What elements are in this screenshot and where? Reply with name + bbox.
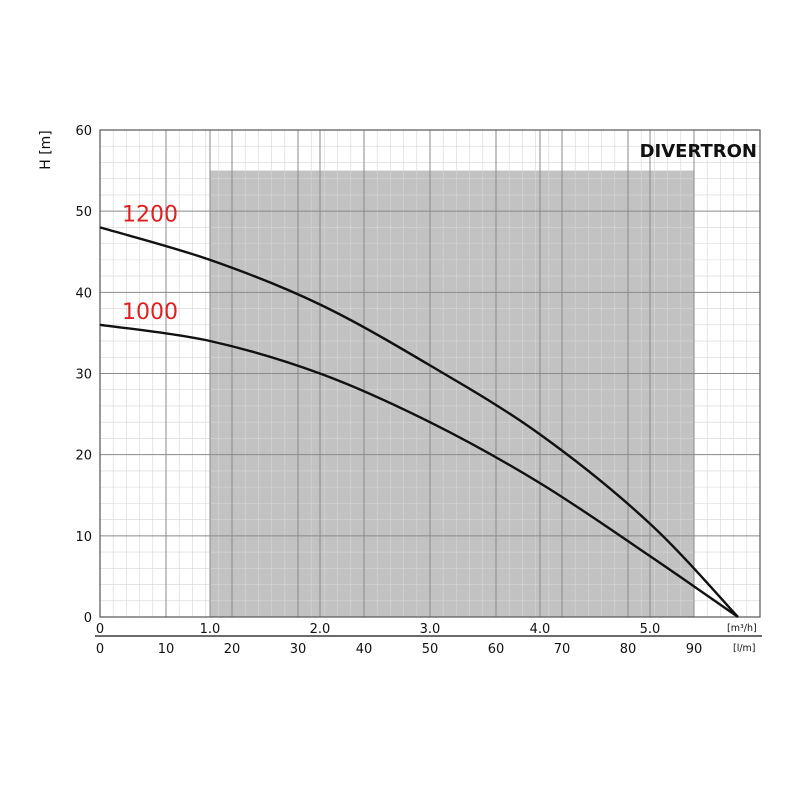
- series-label-1200: 1200: [122, 202, 178, 227]
- series-curves: [99, 226, 739, 618]
- y-axis-label: H [m]: [38, 130, 54, 170]
- x-tick-label-lmin: 80: [620, 642, 637, 657]
- x-tick-labels-m3h: 0 1.0 2.0 3.0 4.0 5.0: [96, 622, 660, 637]
- y-tick-label: 10: [75, 530, 92, 545]
- x-unit-m3h: [m³/h]: [727, 623, 757, 634]
- x-tick-label-lmin: 60: [488, 642, 505, 657]
- y-tick-labels: 0 10 20 30 40 50 60: [75, 124, 92, 626]
- x-tick-label-m3h: 0: [96, 622, 104, 637]
- brand-label: DIVERTRON: [640, 141, 757, 162]
- x-unit-lmin: [l/m]: [733, 643, 756, 654]
- operating-range: [210, 170, 694, 618]
- series-label-1000: 1000: [122, 300, 178, 325]
- y-tick-label: 50: [75, 205, 92, 220]
- y-tick-label: 40: [75, 286, 92, 301]
- x-tick-label-lmin: 10: [158, 642, 175, 657]
- x-tick-label-lmin: 20: [224, 642, 241, 657]
- operating-range-band: [210, 170, 694, 618]
- x-tick-label-m3h: 1.0: [200, 622, 221, 637]
- x-tick-label-m3h: 2.0: [310, 622, 331, 637]
- x-tick-label-lmin: 50: [422, 642, 439, 657]
- plot-frame: [99, 129, 761, 618]
- x-tick-label-m3h: 3.0: [420, 622, 441, 637]
- x-tick-label-m3h: 5.0: [640, 622, 661, 637]
- x-tick-label-lmin: 30: [290, 642, 307, 657]
- x-tick-label-lmin: 40: [356, 642, 373, 657]
- y-tick-label: 0: [84, 611, 92, 626]
- curve-1200: [99, 226, 739, 618]
- x-tick-label-lmin: 70: [554, 642, 571, 657]
- x-tick-label-lmin: 0: [96, 642, 104, 657]
- x-tick-label-lmin: 90: [686, 642, 703, 657]
- y-tick-label: 60: [75, 124, 92, 139]
- curve-1000: [99, 323, 739, 618]
- series-labels: 1200 1000: [122, 202, 178, 324]
- x-tick-label-m3h: 4.0: [530, 622, 551, 637]
- y-tick-label: 30: [75, 368, 92, 383]
- y-tick-label: 20: [75, 449, 92, 464]
- x-tick-labels-lmin: 0 10 20 30 40 50 60 70 80 90: [96, 642, 702, 657]
